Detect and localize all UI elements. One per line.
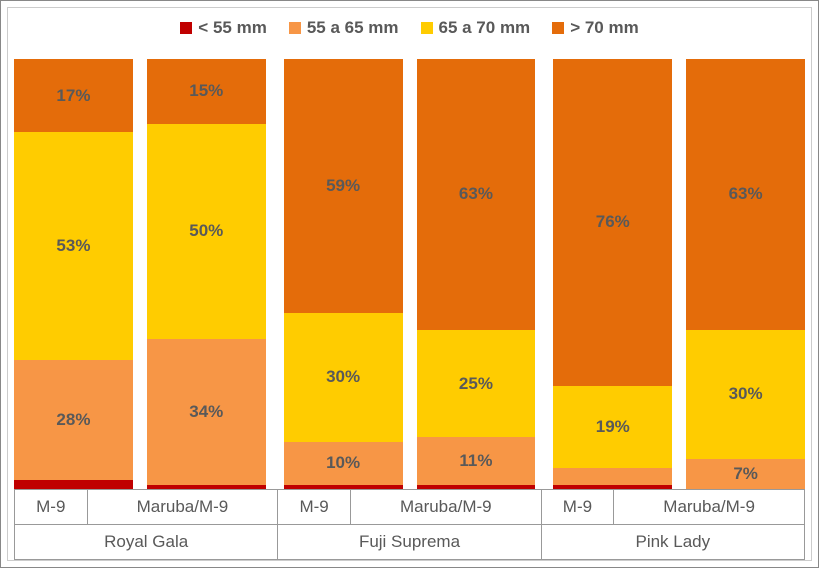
segment-label: 28%	[56, 410, 90, 430]
bar-segment: 50%	[147, 124, 266, 339]
segment-label: 76%	[596, 212, 630, 232]
axis-sub-label: M-9	[15, 490, 88, 525]
axis-sub-label: Maruba/M-9	[614, 490, 805, 525]
axis-group-label: Royal Gala	[15, 525, 278, 560]
segment-label: 25%	[459, 374, 493, 394]
bar-segment	[553, 485, 672, 489]
segment-label: 34%	[189, 402, 223, 422]
legend-label: 55 a 65 mm	[307, 18, 399, 38]
axis-row-sub: M-9Maruba/M-9M-9Maruba/M-9M-9Maruba/M-9	[15, 490, 805, 525]
axis-sub-label: Maruba/M-9	[350, 490, 541, 525]
bar-segment: 7%	[686, 459, 805, 489]
stacked-bar: 7% 30% 63%	[686, 59, 805, 489]
segment-label: 63%	[459, 184, 493, 204]
legend-item: < 55 mm	[180, 18, 267, 38]
bar-segment	[14, 480, 133, 489]
bar-group: 4% 19% 76% 7% 30% 63%	[553, 46, 805, 489]
bar-segment	[284, 485, 403, 489]
stacked-bar: 34% 50% 15%	[147, 59, 266, 489]
bar-wrap: 28% 53% 17%	[14, 46, 133, 489]
stacked-bar: 10% 30% 59%	[284, 59, 403, 489]
legend-swatch	[180, 22, 192, 34]
bar-group: 28% 53% 17% 34% 50% 15%	[14, 46, 266, 489]
bar-segment: 10%	[284, 442, 403, 485]
segment-label: 11%	[459, 451, 492, 471]
bar-segment: 34%	[147, 339, 266, 485]
bar-segment: 17%	[14, 59, 133, 132]
bar-segment: 76%	[553, 59, 672, 386]
bar-wrap: 34% 50% 15%	[147, 46, 266, 489]
legend-item: 65 a 70 mm	[421, 18, 531, 38]
bar-segment: 30%	[284, 313, 403, 442]
bar-segment: 19%	[553, 386, 672, 468]
legend-label: 65 a 70 mm	[439, 18, 531, 38]
legend-label: > 70 mm	[570, 18, 639, 38]
segment-label: 63%	[729, 184, 763, 204]
bar-wrap: 7% 30% 63%	[686, 46, 805, 489]
segment-label: 17%	[56, 86, 90, 106]
legend-label: < 55 mm	[198, 18, 267, 38]
bar-segment: 15%	[147, 59, 266, 124]
bar-segment: 4%	[553, 468, 672, 485]
chart-inner: < 55 mm 55 a 65 mm 65 a 70 mm > 70 mm 28% 53…	[7, 7, 812, 561]
x-axis: M-9Maruba/M-9M-9Maruba/M-9M-9Maruba/M-9 …	[8, 489, 811, 560]
bar-segment: 25%	[417, 330, 536, 438]
bar-wrap: 10% 30% 59%	[284, 46, 403, 489]
segment-label: 53%	[56, 236, 90, 256]
axis-sub-label: Maruba/M-9	[87, 490, 278, 525]
legend-swatch	[552, 22, 564, 34]
axis-sub-label: M-9	[278, 490, 351, 525]
segment-label: 59%	[326, 176, 360, 196]
legend: < 55 mm 55 a 65 mm 65 a 70 mm > 70 mm	[8, 8, 811, 46]
bar-segment: 59%	[284, 59, 403, 313]
segment-label: 30%	[326, 367, 360, 387]
stacked-bar: 4% 19% 76%	[553, 59, 672, 489]
axis-row-group: Royal GalaFuji SupremaPink Lady	[15, 525, 805, 560]
legend-swatch	[289, 22, 301, 34]
axis-table: M-9Maruba/M-9M-9Maruba/M-9M-9Maruba/M-9 …	[14, 489, 805, 560]
bar-wrap: 11% 25% 63%	[417, 46, 536, 489]
chart-container: < 55 mm 55 a 65 mm 65 a 70 mm > 70 mm 28% 53…	[0, 0, 819, 568]
stacked-bar: 11% 25% 63%	[417, 59, 536, 489]
segment-label: 10%	[326, 453, 360, 473]
bar-segment: 53%	[14, 132, 133, 360]
plot-area: 28% 53% 17% 34% 50% 15% 10% 30% 59% 11% 25% 63% 4% 19…	[8, 46, 811, 489]
legend-item: > 70 mm	[552, 18, 639, 38]
bar-group: 10% 30% 59% 11% 25% 63%	[284, 46, 536, 489]
legend-item: 55 a 65 mm	[289, 18, 399, 38]
bar-wrap: 4% 19% 76%	[553, 46, 672, 489]
bar-segment: 28%	[14, 360, 133, 480]
segment-label: 19%	[596, 417, 630, 437]
axis-sub-label: M-9	[541, 490, 614, 525]
stacked-bar: 28% 53% 17%	[14, 59, 133, 489]
legend-swatch	[421, 22, 433, 34]
axis-group-label: Pink Lady	[541, 525, 804, 560]
axis-group-label: Fuji Suprema	[278, 525, 541, 560]
bar-segment	[417, 485, 536, 489]
segment-label: 30%	[729, 384, 763, 404]
segment-label: 15%	[189, 81, 223, 101]
bar-segment	[147, 485, 266, 489]
bar-segment: 30%	[686, 330, 805, 459]
segment-label: 50%	[189, 221, 223, 241]
bar-segment: 63%	[417, 59, 536, 330]
bar-segment: 63%	[686, 59, 805, 330]
segment-label: 7%	[733, 464, 758, 484]
bar-segment: 11%	[417, 437, 536, 484]
